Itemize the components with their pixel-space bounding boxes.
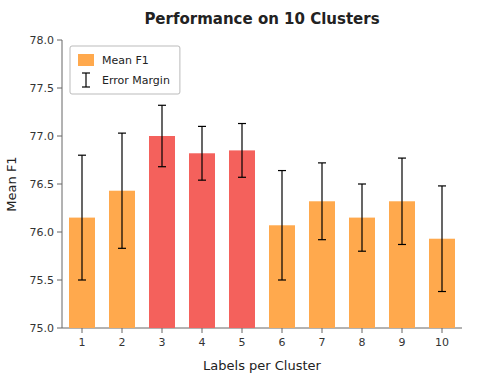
x-tick-label: 9 <box>399 336 406 349</box>
legend-label: Mean F1 <box>102 54 149 67</box>
error-bar <box>198 126 206 180</box>
error-bar <box>358 184 366 251</box>
x-tick <box>162 328 163 333</box>
x-tick <box>82 328 83 333</box>
x-tick <box>402 328 403 333</box>
bar <box>229 150 255 328</box>
y-tick-label: 76.0 <box>30 226 55 239</box>
x-tick-label: 3 <box>159 336 166 349</box>
error-bar <box>318 163 326 240</box>
x-tick <box>442 328 443 333</box>
x-tick <box>362 328 363 333</box>
x-tick <box>282 328 283 333</box>
error-bar <box>78 155 86 280</box>
error-bar <box>158 105 166 166</box>
x-tick <box>322 328 323 333</box>
y-axis-label: Mean F1 <box>4 156 19 211</box>
y-axis: 75.0 75.5 76.0 76.5 77.0 77.5 78.0 <box>30 34 63 335</box>
y-tick <box>57 88 62 89</box>
x-tick-label: 1 <box>79 336 86 349</box>
x-axis: 1 2 3 4 5 6 7 8 9 10 <box>62 328 462 349</box>
y-axis-line <box>62 40 63 328</box>
y-tick-label: 77.0 <box>30 130 55 143</box>
error-bar <box>278 171 286 280</box>
error-bar <box>118 133 126 248</box>
y-tick-label: 75.5 <box>30 274 55 287</box>
x-tick <box>202 328 203 333</box>
y-tick <box>57 328 62 329</box>
x-tick-label: 8 <box>359 336 366 349</box>
legend-box <box>70 46 180 94</box>
error-bar <box>238 124 246 178</box>
x-tick-label: 6 <box>279 336 286 349</box>
chart: Performance on 10 Clusters75.075.576.076… <box>0 0 480 380</box>
chart-container: Performance on 10 Clusters75.075.576.076… <box>0 0 480 380</box>
error-bar <box>398 158 406 244</box>
y-tick <box>57 280 62 281</box>
y-tick-label: 77.5 <box>30 82 55 95</box>
y-tick <box>57 40 62 41</box>
x-tick <box>122 328 123 333</box>
legend-error-symbol <box>82 73 90 87</box>
x-tick-label: 10 <box>435 336 449 349</box>
legend-label: Error Margin <box>102 74 170 87</box>
y-tick <box>57 232 62 233</box>
y-tick-label: 76.5 <box>30 178 55 191</box>
title: Performance on 10 Clusters <box>144 10 379 28</box>
x-tick-label: 4 <box>199 336 206 349</box>
x-tick-label: 5 <box>239 336 246 349</box>
y-tick-label: 75.0 <box>30 322 55 335</box>
y-tick-label: 78.0 <box>30 34 55 47</box>
x-tick-label: 2 <box>119 336 126 349</box>
legend-swatch <box>78 54 94 66</box>
x-tick <box>242 328 243 333</box>
error-bar <box>438 186 446 292</box>
y-tick <box>57 136 62 137</box>
x-tick-label: 7 <box>319 336 326 349</box>
y-tick <box>57 184 62 185</box>
x-axis-label: Labels per Cluster <box>203 358 321 373</box>
legend: Mean F1 Error Margin <box>70 46 180 94</box>
plot-area <box>69 105 455 328</box>
